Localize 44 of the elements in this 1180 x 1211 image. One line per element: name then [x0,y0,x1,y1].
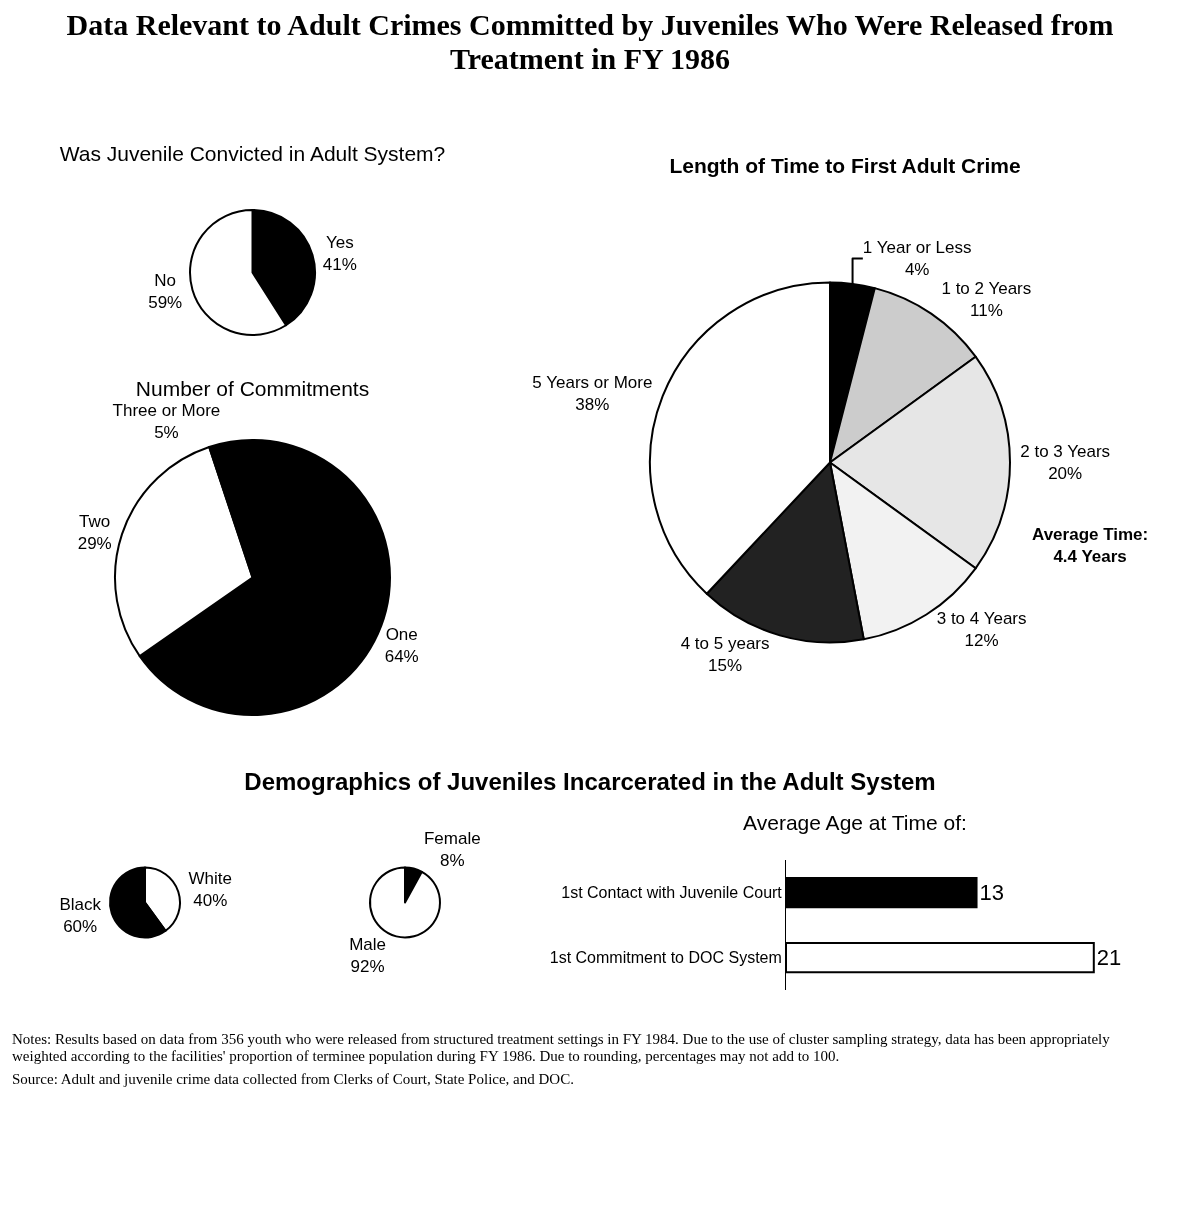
data-label: 13 [979,880,1005,906]
text: Notes: Results based on data from 356 youth who were released from structured treatment settings in FY 1984. Due to the use of cluster sampling strategy, data has been appropriately weighted according to the facilities' proportion of terminee population during FY 1986. Due to rounding, percentages may not add to 100. [12,1031,1111,1065]
text: Data Relevant to Adult Crimes Committed by Juveniles Who Were Released from Treatment in FY 1986 [65,8,1115,76]
data-label: 20% [1048,464,1083,484]
slice-label: One [385,624,418,644]
data-label: 4% [904,260,930,280]
slice-label: Male [349,935,387,955]
data-label: 40% [193,891,228,911]
data-label: 15% [708,655,743,675]
data-label: 59% [148,293,183,313]
source-note: Source: Adult and juvenile crime data collected from Clerks of Court, State Police, and DOC. [12,1071,575,1088]
chart-title: Number of Commitments [135,376,370,400]
slice-label: Yes [325,232,354,252]
chart-title: Average Age at Time of: [743,811,967,835]
slice-label: 2 to 3 Years [1020,441,1111,461]
data-label: 12% [964,630,999,650]
slice-label: Two [79,511,111,531]
data-label: 29% [77,533,112,553]
slice-label: Three or More [112,401,221,421]
y-tick-label: 1st Commitment to DOC System [549,949,782,967]
slice-label: 1 Year or Less [862,237,972,257]
data-label: 38% [575,395,610,414]
chart-title: Was Juvenile Convicted in Adult System? [59,142,446,166]
chart-title: Length of Time to First Adult Crime [669,153,1021,177]
data-label: 21 [1096,945,1122,971]
data-label: 92% [350,957,385,977]
slice-label: White [188,869,233,889]
data-label: 11% [969,301,1003,321]
data-label: 64% [384,647,419,667]
slice-label: No [154,270,177,290]
slice-label: 4 to 5 years [680,633,770,653]
pie-slice [369,866,441,939]
data-label: 41% [322,255,357,275]
y-tick-label: 1st Contact with Juvenile Court [561,884,783,902]
data-label: 5% [154,423,179,443]
text: Demographics of Juveniles Incarcerated in the Adult System [243,768,937,796]
data-label: 60% [63,916,98,936]
slice-label: Female [423,828,481,848]
slice-label: Black [59,894,102,914]
slice-label: 1 to 2 Years [941,279,1032,299]
slice-label: 5 Years or More [532,372,653,392]
slice-label: 3 to 4 Years [936,608,1027,628]
text: Average Time: 4.4 Years [1032,525,1149,567]
data-label: 8% [440,850,465,870]
